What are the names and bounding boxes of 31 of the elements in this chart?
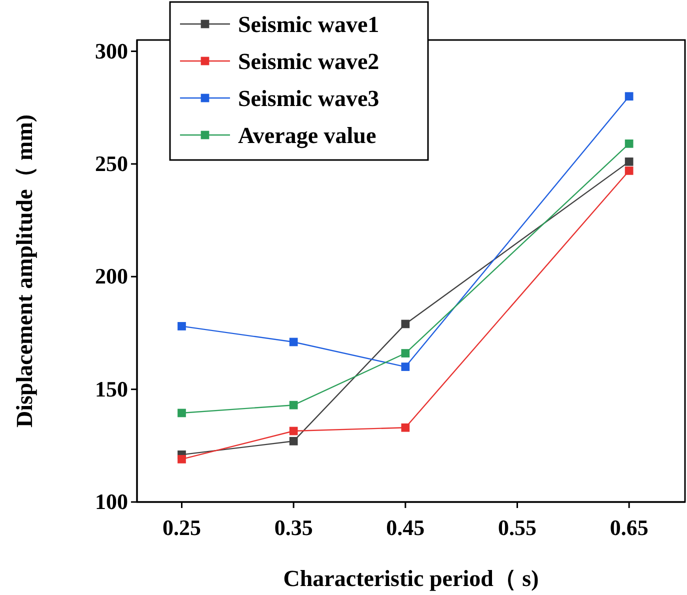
legend-label: Seismic wave2 — [238, 49, 380, 74]
y-tick-label: 150 — [95, 376, 128, 402]
point — [178, 408, 186, 418]
point — [624, 166, 634, 175]
legend-label: Seismic wave3 — [238, 86, 380, 111]
y-tick-label: 100 — [95, 489, 128, 514]
point — [178, 454, 186, 464]
point — [624, 158, 634, 166]
y-axis-title: Displacement amplitude（ mm) — [12, 114, 37, 428]
point — [401, 423, 410, 432]
x-axis-title: Characteristic period（ s) — [283, 566, 539, 591]
legend-label: Seismic wave1 — [238, 12, 380, 37]
point — [401, 320, 410, 328]
x-tick-label: 0.45 — [386, 515, 425, 540]
point — [624, 139, 634, 148]
legend-label: Average value — [238, 123, 376, 149]
point — [289, 400, 298, 410]
point — [289, 426, 298, 436]
x-tick-label: 0.55 — [498, 515, 536, 540]
y-tick-label: 300 — [95, 38, 128, 64]
point — [401, 349, 410, 358]
point — [624, 92, 634, 101]
x-tick-label: 0.35 — [274, 515, 313, 540]
point — [289, 436, 298, 446]
y-tick-label: 250 — [95, 150, 128, 176]
x-tick-label: 0.65 — [610, 515, 648, 540]
point — [178, 322, 186, 330]
y-tick-label: 200 — [95, 264, 128, 289]
point — [289, 338, 298, 346]
x-tick-label: 0.25 — [162, 515, 201, 540]
point — [401, 362, 410, 371]
